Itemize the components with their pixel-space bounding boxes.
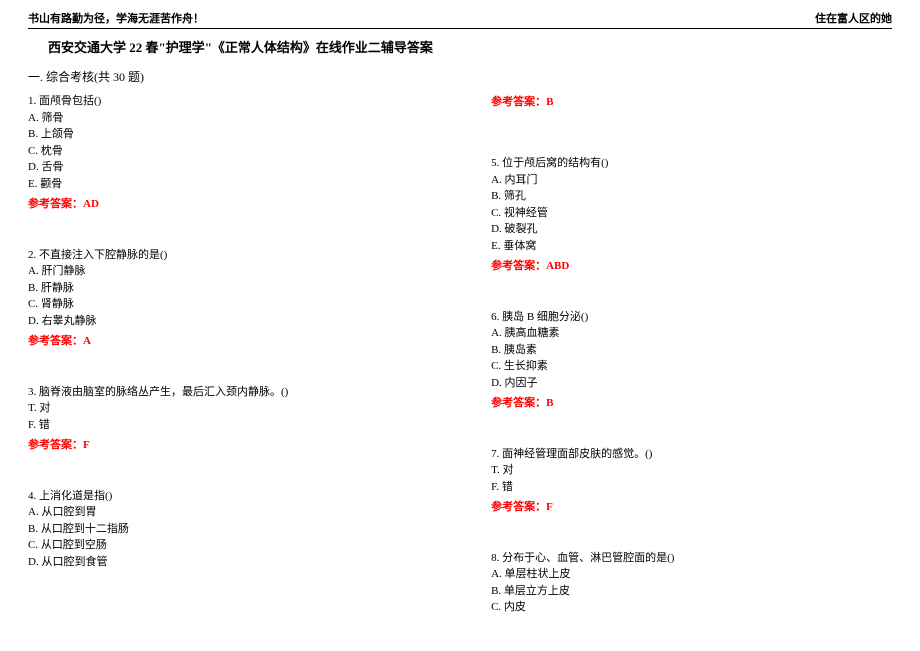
q2-opt-d: D. 右睾丸静脉	[28, 313, 471, 330]
question-8: 8. 分布于心、血管、淋巴管腔面的是() A. 单层柱状上皮 B. 单层立方上皮…	[491, 550, 892, 616]
q5-opt-e: E. 垂体窝	[491, 238, 892, 255]
page-header: 书山有路勤为径，学海无涯苦作舟！ 住在富人区的她	[28, 10, 892, 29]
q5-opt-d: D. 破裂孔	[491, 221, 892, 238]
content-columns: 1. 面颅骨包括() A. 筛骨 B. 上颌骨 C. 枕骨 D. 舌骨 E. 颧…	[28, 93, 892, 650]
q2-answer: 参考答案：A	[28, 333, 471, 350]
q2-stem: 2. 不直接注入下腔静脉的是()	[28, 247, 471, 264]
q3-opt-f: F. 错	[28, 417, 471, 434]
q2-opt-c: C. 肾静脉	[28, 296, 471, 313]
question-3: 3. 脑脊液由脑室的脉络丛产生，最后汇入颈内静脉。() T. 对 F. 错 参考…	[28, 384, 471, 454]
q7-opt-f: F. 错	[491, 479, 892, 496]
q7-stem: 7. 面神经管理面部皮肤的感觉。()	[491, 446, 892, 463]
q5-opt-b: B. 筛孔	[491, 188, 892, 205]
q5-opt-c: C. 视神经管	[491, 205, 892, 222]
q6-opt-d: D. 内因子	[491, 375, 892, 392]
q3-stem: 3. 脑脊液由脑室的脉络丛产生，最后汇入颈内静脉。()	[28, 384, 471, 401]
q3-opt-t: T. 对	[28, 400, 471, 417]
q3-answer: 参考答案：F	[28, 437, 471, 454]
q8-opt-c: C. 内皮	[491, 599, 892, 616]
q5-answer: 参考答案：ABD	[491, 258, 892, 275]
q4-opt-d: D. 从口腔到食管	[28, 554, 471, 571]
question-1: 1. 面颅骨包括() A. 筛骨 B. 上颌骨 C. 枕骨 D. 舌骨 E. 颧…	[28, 93, 471, 213]
q6-answer: 参考答案：B	[491, 395, 892, 412]
q6-stem: 6. 胰岛 B 细胞分泌()	[491, 309, 892, 326]
q6-opt-a: A. 胰高血糖素	[491, 325, 892, 342]
header-right: 住在富人区的她	[815, 10, 892, 26]
left-column: 1. 面颅骨包括() A. 筛骨 B. 上颌骨 C. 枕骨 D. 舌骨 E. 颧…	[28, 93, 471, 650]
q5-opt-a: A. 内耳门	[491, 172, 892, 189]
q4-opt-b: B. 从口腔到十二指肠	[28, 521, 471, 538]
q1-answer: 参考答案：AD	[28, 196, 471, 213]
q8-opt-a: A. 单层柱状上皮	[491, 566, 892, 583]
q7-opt-t: T. 对	[491, 462, 892, 479]
q6-opt-c: C. 生长抑素	[491, 358, 892, 375]
q2-opt-b: B. 肝静脉	[28, 280, 471, 297]
question-5: 5. 位于颅后窝的结构有() A. 内耳门 B. 筛孔 C. 视神经管 D. 破…	[491, 155, 892, 275]
q4-opt-c: C. 从口腔到空肠	[28, 537, 471, 554]
q7-answer: 参考答案：F	[491, 499, 892, 516]
q6-opt-b: B. 胰岛素	[491, 342, 892, 359]
q8-stem: 8. 分布于心、血管、淋巴管腔面的是()	[491, 550, 892, 567]
page-title: 西安交通大学 22 春"护理学"《正常人体结构》在线作业二辅导答案	[48, 37, 892, 56]
q1-opt-a: A. 筛骨	[28, 110, 471, 127]
q5-stem: 5. 位于颅后窝的结构有()	[491, 155, 892, 172]
q1-stem: 1. 面颅骨包括()	[28, 93, 471, 110]
q1-opt-e: E. 颧骨	[28, 176, 471, 193]
header-left: 书山有路勤为径，学海无涯苦作舟！	[28, 10, 204, 26]
q4-opt-a: A. 从口腔到胃	[28, 504, 471, 521]
q1-opt-c: C. 枕骨	[28, 143, 471, 160]
right-column: 参考答案：B 5. 位于颅后窝的结构有() A. 内耳门 B. 筛孔 C. 视神…	[491, 93, 892, 650]
question-6: 6. 胰岛 B 细胞分泌() A. 胰高血糖素 B. 胰岛素 C. 生长抑素 D…	[491, 309, 892, 412]
q8-opt-b: B. 单层立方上皮	[491, 583, 892, 600]
q1-opt-b: B. 上颌骨	[28, 126, 471, 143]
question-2: 2. 不直接注入下腔静脉的是() A. 肝门静脉 B. 肝静脉 C. 肾静脉 D…	[28, 247, 471, 350]
question-7: 7. 面神经管理面部皮肤的感觉。() T. 对 F. 错 参考答案：F	[491, 446, 892, 516]
question-4: 4. 上消化道是指() A. 从口腔到胃 B. 从口腔到十二指肠 C. 从口腔到…	[28, 488, 471, 571]
q4-stem: 4. 上消化道是指()	[28, 488, 471, 505]
q1-opt-d: D. 舌骨	[28, 159, 471, 176]
section-heading: 一. 综合考核(共 30 题)	[28, 68, 892, 85]
top-answer: 参考答案：B	[491, 93, 892, 109]
q2-opt-a: A. 肝门静脉	[28, 263, 471, 280]
